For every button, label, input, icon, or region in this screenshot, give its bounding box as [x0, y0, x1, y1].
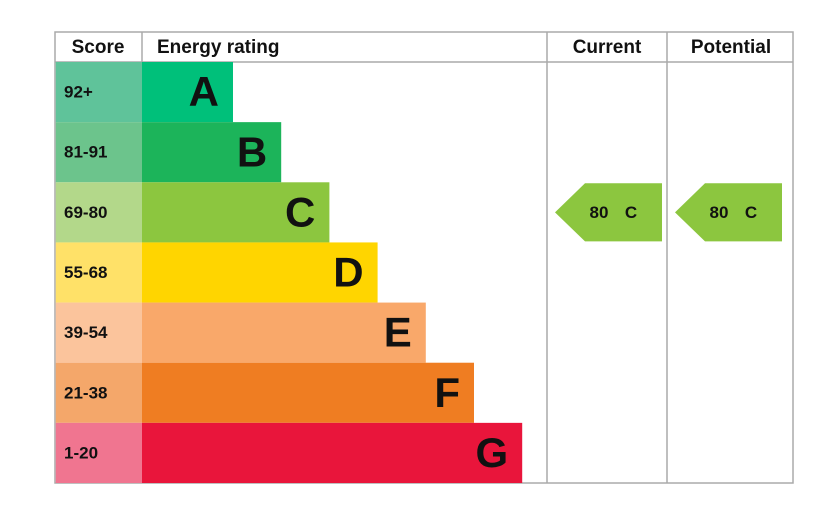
band-bar — [142, 122, 282, 183]
score-cell — [55, 182, 142, 243]
score-range: 39-54 — [64, 323, 108, 342]
header-potential: Potential — [691, 37, 771, 58]
score-cell — [55, 242, 142, 303]
score-cell — [55, 62, 142, 123]
band-bar — [142, 242, 378, 303]
band-bar — [142, 182, 330, 243]
score-cell — [55, 302, 142, 363]
score-range: 55-68 — [64, 263, 107, 282]
current-score: 80 — [590, 203, 609, 222]
band-letter: G — [476, 429, 509, 476]
score-range: 92+ — [64, 83, 93, 102]
band-bar — [142, 362, 474, 423]
potential-arrow — [675, 183, 782, 242]
band-letter: F — [434, 369, 460, 416]
score-cell — [55, 122, 142, 183]
score-range: 21-38 — [64, 383, 107, 402]
score-range: 1-20 — [64, 443, 98, 462]
band-bar — [142, 62, 233, 123]
score-range: 81-91 — [64, 143, 107, 162]
band-letter: A — [189, 68, 219, 115]
score-range: 69-80 — [64, 203, 107, 222]
score-cell — [55, 422, 142, 483]
band-letter: C — [285, 188, 315, 235]
current-arrow — [555, 183, 662, 242]
band-bar — [142, 422, 523, 483]
band-letter: E — [384, 309, 412, 356]
band-letter: B — [237, 128, 267, 175]
score-cell — [55, 362, 142, 423]
header-score: Score — [72, 37, 125, 58]
potential-score: 80 — [710, 203, 729, 222]
band-letter: D — [333, 249, 363, 296]
current-band: C — [625, 203, 637, 222]
header-current: Current — [573, 37, 642, 58]
potential-band: C — [745, 203, 757, 222]
header-rating: Energy rating — [157, 37, 279, 58]
band-bar — [142, 302, 426, 363]
